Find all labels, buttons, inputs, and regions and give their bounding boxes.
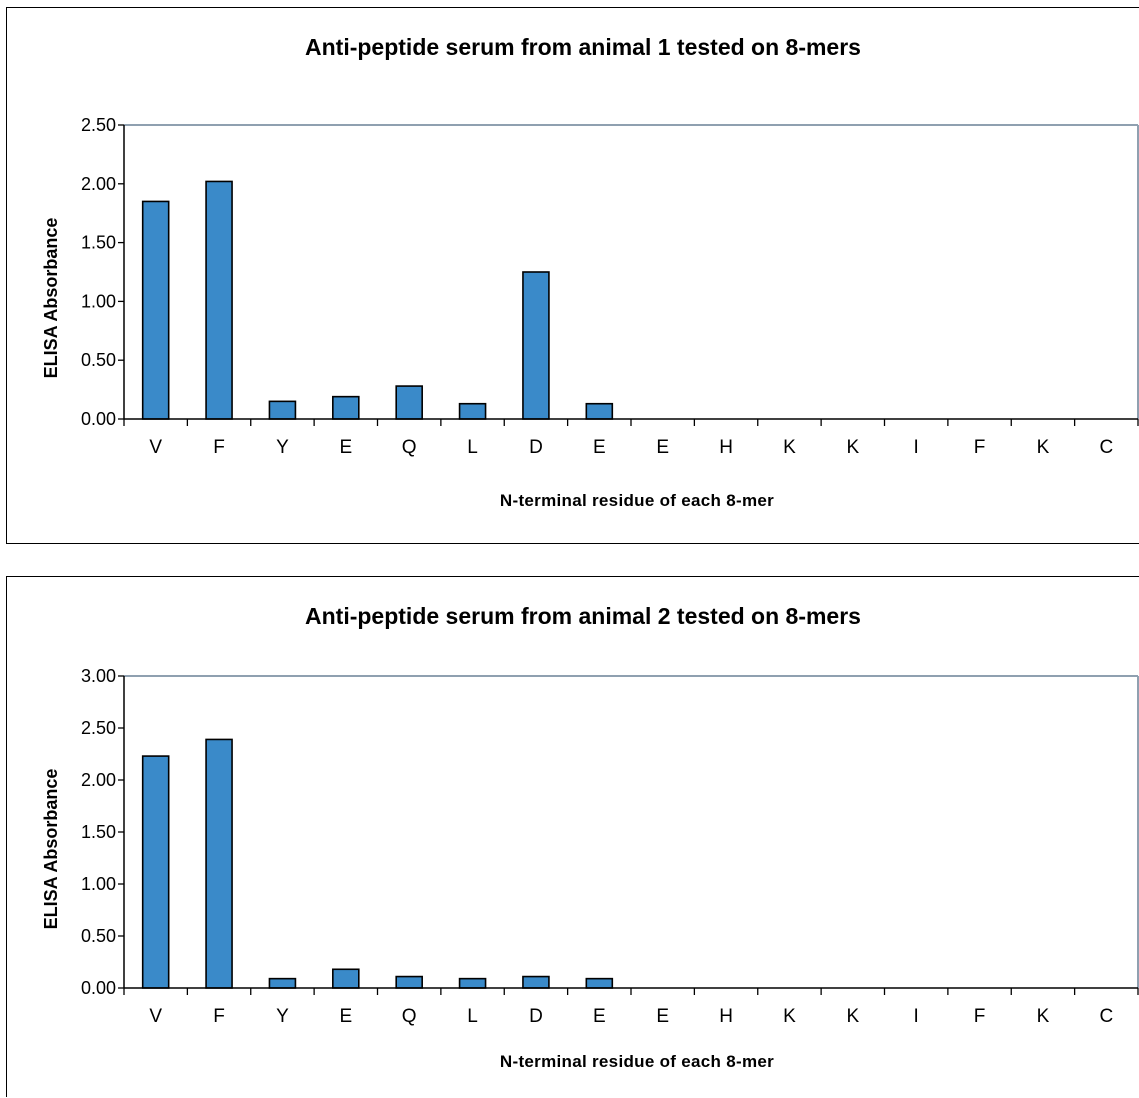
x-tick-label: K xyxy=(783,1006,796,1027)
bar xyxy=(395,975,423,989)
bar xyxy=(332,968,360,989)
x-tick-label: Q xyxy=(402,1006,417,1027)
y-tick-label: 2.50 xyxy=(81,115,116,135)
y-tick-label: 1.50 xyxy=(81,233,116,253)
x-tick-label: D xyxy=(529,437,543,458)
x-tick-label: E xyxy=(593,437,606,458)
y-axis-label: ELISA Absorbance xyxy=(41,769,61,930)
x-tick-label: E xyxy=(593,1006,606,1027)
y-tick-label: 3.00 xyxy=(81,666,116,686)
x-tick-label: L xyxy=(467,1006,478,1027)
x-tick-label: C xyxy=(1099,1006,1113,1027)
y-tick-label: 2.00 xyxy=(81,770,116,790)
chart-svg-animal-2: Anti-peptide serum from animal 2 tested … xyxy=(41,603,1139,1071)
bar xyxy=(268,977,297,989)
x-tick-label: D xyxy=(529,1006,543,1027)
x-axis-label: N-terminal residue of each 8-mer xyxy=(500,1052,774,1071)
y-tick-label: 0.00 xyxy=(81,409,116,429)
y-axis-label: ELISA Absorbance xyxy=(41,218,61,379)
x-tick-label: Q xyxy=(402,437,417,458)
bar xyxy=(522,271,550,420)
bar xyxy=(395,385,423,420)
chart-panel-animal-2: Anti-peptide serum from animal 2 tested … xyxy=(6,576,1139,1097)
x-axis-label: N-terminal residue of each 8-mer xyxy=(500,491,774,510)
bar xyxy=(458,977,487,989)
bar xyxy=(268,400,297,420)
y-tick-label: 2.50 xyxy=(81,718,116,738)
y-tick-label: 0.00 xyxy=(81,978,116,998)
x-tick-label: K xyxy=(846,1006,859,1027)
y-tick-label: 1.00 xyxy=(81,291,116,311)
chart-title: Anti-peptide serum from animal 2 tested … xyxy=(305,603,861,629)
y-tick-label: 1.50 xyxy=(81,822,116,842)
x-tick-label: K xyxy=(1037,1006,1050,1027)
y-tick-label: 2.00 xyxy=(81,174,116,194)
bar xyxy=(332,395,360,420)
x-tick-label: V xyxy=(149,1006,162,1027)
x-tick-label: C xyxy=(1099,437,1113,458)
x-tick-label: F xyxy=(213,1006,225,1027)
x-tick-label: I xyxy=(914,1006,919,1027)
x-tick-label: L xyxy=(467,437,478,458)
chart-title: Anti-peptide serum from animal 1 tested … xyxy=(305,34,861,60)
x-tick-label: F xyxy=(974,1006,986,1027)
x-tick-label: E xyxy=(656,437,669,458)
bar xyxy=(585,402,614,420)
x-tick-label: E xyxy=(339,1006,352,1027)
x-tick-label: H xyxy=(719,1006,733,1027)
bar xyxy=(205,180,233,420)
bar xyxy=(458,402,487,420)
chart-panel-animal-1: Anti-peptide serum from animal 1 tested … xyxy=(6,7,1139,544)
x-tick-label: H xyxy=(719,437,733,458)
x-tick-label: Y xyxy=(276,437,289,458)
y-tick-label: 0.50 xyxy=(81,350,116,370)
bar xyxy=(522,975,550,989)
x-tick-label: F xyxy=(974,437,986,458)
x-tick-label: E xyxy=(339,437,352,458)
x-tick-label: F xyxy=(213,437,225,458)
y-tick-label: 1.00 xyxy=(81,874,116,894)
x-tick-label: E xyxy=(656,1006,669,1027)
x-tick-label: K xyxy=(1037,437,1050,458)
x-tick-label: K xyxy=(846,437,859,458)
bar xyxy=(141,755,170,989)
y-tick-label: 0.50 xyxy=(81,926,116,946)
x-tick-label: Y xyxy=(276,1006,289,1027)
chart-svg-animal-1: Anti-peptide serum from animal 1 tested … xyxy=(41,34,1139,510)
x-tick-label: V xyxy=(149,437,162,458)
x-tick-label: K xyxy=(783,437,796,458)
bar xyxy=(585,977,614,989)
bar xyxy=(141,200,170,420)
bar xyxy=(205,738,233,989)
x-tick-label: I xyxy=(914,437,919,458)
